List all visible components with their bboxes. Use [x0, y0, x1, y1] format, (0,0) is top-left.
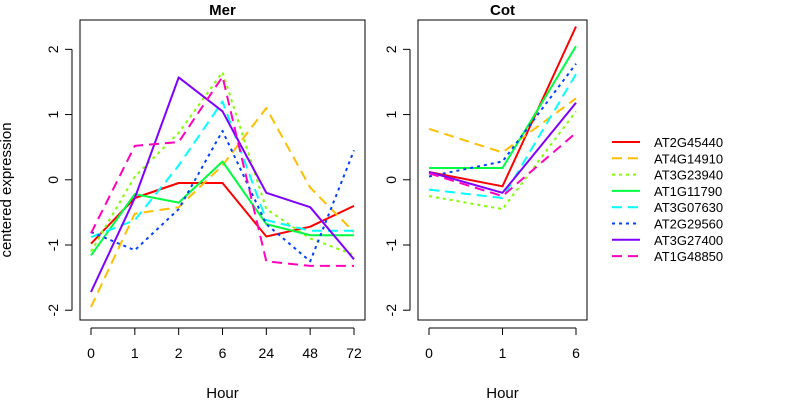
y-tick-label: 2	[45, 45, 61, 53]
series-line-at2g29560	[90, 129, 355, 263]
legend-item: AT3G27400	[612, 233, 723, 248]
legend-item: AT3G23940	[612, 168, 723, 183]
y-tick-label: 1	[45, 110, 61, 118]
legend: AT2G45440AT4G14910AT3G23940AT1G11790AT3G…	[612, 135, 723, 264]
legend-label: AT1G48850	[654, 249, 723, 264]
y-axis-label: centered expression	[0, 122, 15, 257]
y-tick-label: -2	[45, 304, 61, 317]
series-line-at3g07630	[428, 73, 577, 199]
legend-item: AT3G07630	[612, 200, 723, 215]
y-tick-label: 0	[45, 176, 61, 184]
legend-label: AT1G11790	[654, 184, 722, 199]
x-tick-label: 48	[302, 345, 318, 361]
plot-frame	[417, 19, 588, 321]
y-tick-label: 1	[383, 110, 399, 118]
legend-item: AT1G11790	[612, 184, 722, 199]
y-tick-label: -1	[383, 239, 399, 252]
x-tick-label: 6	[572, 345, 580, 361]
legend-label: AT2G29560	[654, 217, 723, 232]
plot-frame	[79, 19, 366, 321]
x-tick-label: 1	[131, 345, 139, 361]
series-line-at1g11790	[429, 45, 577, 169]
x-tick-label: 2	[175, 345, 183, 361]
legend-item: AT1G48850	[612, 249, 723, 264]
series-line-at3g27400	[90, 76, 355, 293]
x-tick-label: 1	[499, 345, 507, 361]
x-tick-label: 0	[425, 345, 433, 361]
x-axis-label: Hour	[206, 385, 239, 400]
legend-label: AT3G27400	[654, 233, 723, 248]
series-line-at1g11790	[90, 160, 354, 256]
series-line-at2g29560	[428, 63, 577, 178]
panel-cot: Cot 0 1 6 Hour -2 -1 0 1 2	[383, 2, 588, 400]
series-line-at4g14910	[90, 107, 355, 308]
series-line-at3g27400	[428, 102, 577, 194]
legend-label: AT3G07630	[654, 200, 723, 215]
series-line-at1g48850	[428, 132, 577, 198]
panel-title: Mer	[209, 2, 236, 19]
legend-label: AT2G45440	[654, 135, 723, 150]
series-line-at4g14910	[428, 97, 577, 154]
x-tick-label: 0	[87, 345, 95, 361]
legend-label: AT3G23940	[654, 168, 723, 183]
series-line-at3g07630	[90, 100, 354, 239]
panel-mer: Mer 0 1 2 6 24 48 72 Hour -2 -1 0 1 2	[45, 2, 366, 400]
series-line-at2g45440	[428, 26, 577, 188]
x-axis-label: Hour	[486, 385, 519, 400]
legend-item: AT2G45440	[612, 135, 723, 150]
y-tick-label: -2	[383, 304, 399, 317]
legend-label: AT4G14910	[654, 151, 723, 166]
x-tick-label: 72	[346, 345, 362, 361]
panels-layer: Mer 0 1 2 6 24 48 72 Hour -2 -1 0 1 2 Cot 0 1 6 Hour -2 -1 0 1…	[45, 2, 588, 400]
x-tick-label: 6	[219, 345, 227, 361]
series-line-at3g23940	[90, 71, 355, 256]
legend-item: AT4G14910	[612, 151, 723, 166]
series-line-at3g23940	[428, 110, 577, 211]
panel-title: Cot	[490, 2, 515, 19]
y-tick-label: 0	[383, 176, 399, 184]
x-tick-label: 24	[259, 345, 275, 361]
series-line-at1g48850	[90, 75, 354, 267]
y-tick-label: 2	[383, 45, 399, 53]
legend-item: AT2G29560	[612, 217, 723, 232]
y-tick-label: -1	[45, 239, 61, 252]
